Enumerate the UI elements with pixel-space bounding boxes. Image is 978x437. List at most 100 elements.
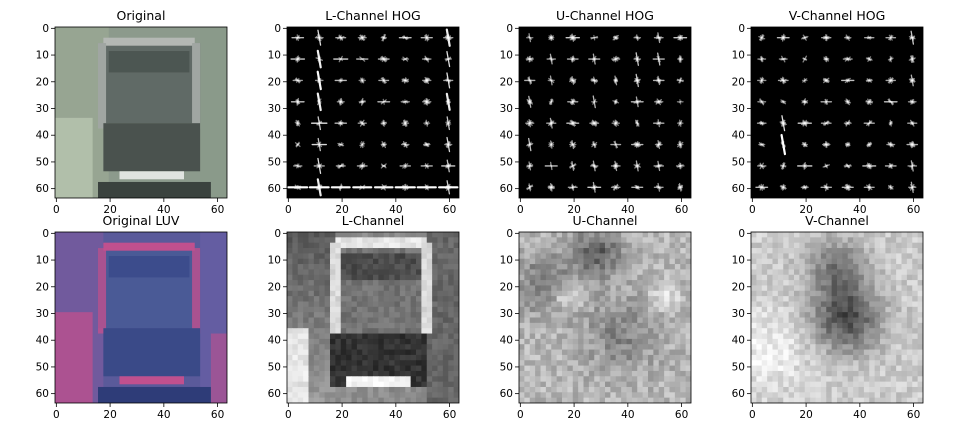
hog-gradient-line bbox=[759, 185, 764, 190]
image-pixel bbox=[901, 237, 908, 244]
image-pixel bbox=[524, 381, 531, 388]
image-pixel bbox=[416, 242, 422, 249]
image-pixel bbox=[442, 285, 449, 292]
hog-gradient-line bbox=[782, 77, 785, 84]
image-pixel bbox=[599, 322, 606, 329]
image-pixel bbox=[519, 296, 525, 302]
image-pixel bbox=[772, 306, 779, 313]
image-pixel bbox=[421, 354, 428, 361]
image-pixel bbox=[519, 248, 525, 254]
image-pixel bbox=[599, 317, 606, 324]
image-pixel bbox=[545, 242, 552, 249]
image-pixel bbox=[653, 258, 660, 265]
hog-gradient-line bbox=[402, 141, 408, 149]
image-pixel bbox=[308, 285, 315, 292]
image-pixel bbox=[416, 328, 422, 334]
image-pixel bbox=[426, 392, 433, 399]
image-pixel bbox=[583, 376, 590, 383]
image-pixel bbox=[917, 232, 923, 238]
image-pixel bbox=[810, 333, 816, 340]
hog-gradient-line bbox=[425, 184, 428, 190]
hog-gradient-line bbox=[679, 34, 682, 41]
image-pixel bbox=[562, 397, 568, 403]
hog-gradient-line bbox=[868, 98, 871, 105]
image-pixel bbox=[324, 360, 331, 366]
image-pixel bbox=[653, 306, 660, 313]
image-pixel bbox=[906, 269, 913, 276]
image-pixel bbox=[751, 269, 757, 276]
image-pixel bbox=[405, 354, 412, 361]
hog-gradient-line bbox=[424, 142, 429, 147]
image-pixel bbox=[330, 280, 336, 286]
hog-gradient-line bbox=[360, 100, 365, 104]
image-pixel bbox=[562, 285, 568, 292]
image-pixel bbox=[756, 392, 763, 399]
image-pixel bbox=[535, 248, 541, 254]
image-pixel bbox=[605, 290, 611, 297]
image-pixel bbox=[783, 312, 790, 318]
image-pixel bbox=[416, 360, 422, 366]
image-pixel bbox=[442, 333, 449, 340]
image-pixel bbox=[648, 274, 654, 281]
hog-gradient-line bbox=[527, 100, 532, 103]
image-pixel bbox=[626, 386, 633, 393]
image-pixel bbox=[410, 274, 417, 281]
image-pixel bbox=[535, 301, 541, 308]
image-pixel bbox=[453, 360, 459, 366]
image-pixel bbox=[680, 248, 687, 254]
image-pixel bbox=[837, 258, 843, 265]
hog-gradient-line bbox=[844, 121, 851, 125]
image-pixel bbox=[642, 354, 649, 361]
image-pixel bbox=[356, 301, 363, 308]
image-pixel bbox=[373, 242, 379, 249]
image-pixel bbox=[653, 290, 660, 297]
image-pixel bbox=[448, 242, 455, 249]
image-pixel bbox=[631, 285, 638, 292]
image-pixel bbox=[751, 258, 757, 265]
hog-gradient-line bbox=[339, 120, 342, 126]
image-pixel bbox=[297, 301, 304, 308]
image-pixel bbox=[562, 354, 568, 361]
image-pixel bbox=[524, 360, 531, 366]
image-pixel bbox=[815, 365, 822, 372]
image-pixel bbox=[399, 328, 406, 334]
image-pixel bbox=[658, 381, 665, 388]
image-pixel bbox=[351, 354, 358, 361]
image-pixel bbox=[535, 253, 541, 260]
hog-gradient-line bbox=[655, 142, 662, 148]
image-pixel bbox=[578, 253, 584, 260]
image-pixel bbox=[917, 306, 923, 313]
image-pixel bbox=[383, 242, 390, 249]
image-pixel bbox=[853, 349, 859, 356]
image-pixel bbox=[906, 258, 913, 265]
hog-gradient-line bbox=[446, 185, 451, 189]
hog-gradient-line bbox=[656, 79, 662, 82]
image-pixel bbox=[917, 285, 923, 292]
image-pixel bbox=[685, 365, 691, 372]
hog-gradient-line bbox=[614, 99, 618, 104]
image-pixel bbox=[847, 280, 854, 286]
image-pixel bbox=[416, 381, 422, 388]
image-pixel bbox=[356, 317, 363, 324]
image-pixel bbox=[410, 269, 417, 276]
image-pixel bbox=[837, 365, 843, 372]
image-pixel bbox=[858, 386, 865, 393]
image-pixel bbox=[810, 338, 816, 345]
image-pixel bbox=[367, 237, 374, 244]
image-pixel bbox=[837, 312, 843, 318]
image-pixel bbox=[313, 338, 320, 345]
image-pixel bbox=[658, 269, 665, 276]
image-pixel bbox=[319, 333, 326, 340]
image-pixel bbox=[292, 274, 299, 281]
image-pixel bbox=[524, 328, 531, 334]
image-pixel bbox=[772, 248, 779, 254]
image-pixel bbox=[578, 317, 584, 324]
image-pixel bbox=[664, 376, 670, 383]
image-pixel bbox=[535, 237, 541, 244]
image-pixel bbox=[330, 333, 336, 340]
image-pixel bbox=[853, 376, 859, 383]
image-pixel bbox=[799, 392, 806, 399]
image-pixel bbox=[572, 285, 579, 292]
hog-gradient-line bbox=[296, 120, 299, 127]
image-pixel bbox=[896, 397, 902, 403]
